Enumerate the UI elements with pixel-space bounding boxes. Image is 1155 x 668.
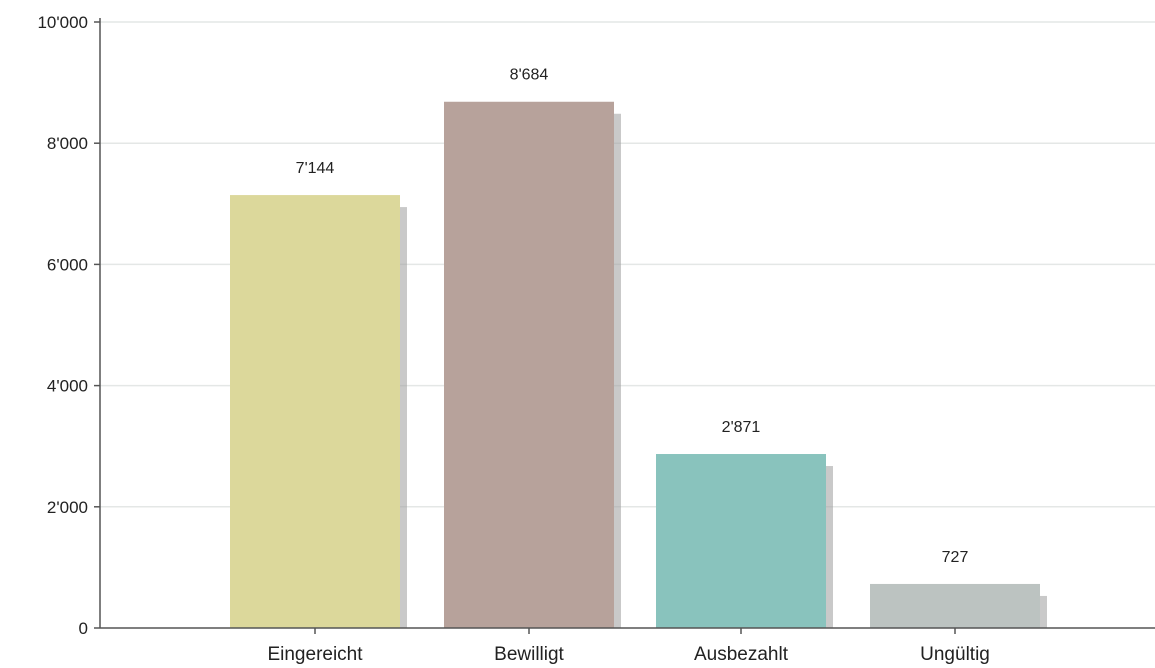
- bars: [230, 101, 1047, 628]
- x-tick-labels: Eingereicht Bewilligt Ausbezahlt Ungültig: [267, 644, 989, 665]
- axes: [94, 18, 1155, 634]
- y-tick-label: 0: [79, 619, 88, 638]
- bar-ausbezahlt: [656, 454, 826, 628]
- data-label: 2'871: [722, 419, 761, 436]
- x-tick-label: Bewilligt: [494, 644, 564, 665]
- y-tick-labels: 0 2'000 4'000 6'000 8'000 10'000: [37, 13, 88, 638]
- data-label: 8'684: [510, 67, 549, 84]
- data-labels: 7'144 8'684 2'871 727: [296, 67, 969, 566]
- data-label: 7'144: [296, 160, 335, 177]
- y-tick-label: 10'000: [37, 13, 88, 32]
- y-tick-label: 8'000: [47, 134, 88, 153]
- bar-ung-ltig: [870, 583, 1040, 628]
- x-tick-label: Eingereicht: [267, 644, 363, 665]
- y-tick-label: 2'000: [47, 498, 88, 517]
- x-tick-label: Ausbezahlt: [694, 644, 789, 665]
- bar-bewilligt: [444, 101, 614, 628]
- bar-eingereicht: [230, 195, 400, 628]
- y-tick-label: 4'000: [47, 377, 88, 396]
- data-label: 727: [942, 549, 969, 566]
- y-tick-label: 6'000: [47, 255, 88, 274]
- x-tick-label: Ungültig: [920, 644, 990, 665]
